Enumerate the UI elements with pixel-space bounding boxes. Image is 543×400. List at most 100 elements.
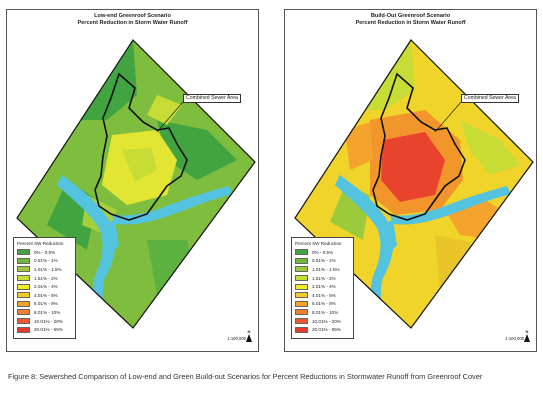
map-title-line1: Low-end Greenroof Scenario (94, 13, 171, 19)
legend-label: 10.01% - 20% (312, 318, 341, 324)
legend-item: 2.01% - 4% (17, 282, 72, 291)
north-arrow-icon: N (522, 330, 532, 342)
district-boundary (16, 39, 256, 329)
tract-zone (460, 120, 520, 175)
tract-zone (147, 95, 182, 125)
legend-label: 1.51% - 2% (34, 275, 58, 281)
legend-item: 0% - 0.5% (295, 248, 350, 257)
legend-swatch (17, 249, 30, 256)
legend-item: 1.01% - 1.5% (295, 265, 350, 274)
water-body (378, 220, 397, 260)
legend-item: 6.01% - 8% (17, 300, 72, 309)
legend-label: 1.01% - 1.5% (312, 266, 340, 272)
north-arrow-icon: N (244, 330, 254, 342)
legend-label: 1.51% - 2% (312, 275, 336, 281)
potomac-river (57, 175, 116, 328)
legend-label: 8.01% - 10% (34, 309, 61, 315)
combined-sewer-area-outline (94, 72, 188, 221)
legend-item: 2.01% - 4% (295, 282, 350, 291)
legend-item: 6.01% - 8% (295, 300, 350, 309)
legend-rows: 0% - 0.5% 0.51% - 1% 1.01% - 1.5% 1.51% … (17, 248, 72, 334)
legend-label: 0% - 0.5% (34, 249, 56, 255)
legend-title: Percent SW Reduction (295, 241, 342, 246)
legend-item: 1.51% - 2% (295, 274, 350, 283)
park-area (62, 80, 82, 120)
map-title-line1: Build-Out Greenroof Scenario (370, 13, 451, 19)
legend-label: 0.51% - 1% (34, 258, 58, 264)
legend-swatch (295, 249, 308, 256)
park-area (340, 80, 360, 120)
tract-zone (157, 120, 237, 180)
water-body (100, 220, 119, 260)
legend-item: 4.01% - 6% (17, 291, 72, 300)
potomac-river (335, 175, 394, 328)
map-title: Low-end Greenroof Scenario Percent Reduc… (7, 13, 258, 26)
combined-sewer-area-outline (372, 72, 466, 221)
map-title-line2: Percent Reduction in Storm Water Runoff (355, 19, 466, 26)
legend-item: 20.01% - 55% (17, 325, 72, 334)
legend-label: 6.01% - 8% (34, 301, 58, 307)
legend-item: 8.01% - 10% (295, 308, 350, 317)
legend-swatch (17, 292, 30, 299)
tract-zone (122, 148, 157, 182)
legend-swatch (17, 309, 30, 316)
district-boundary (294, 39, 534, 329)
legend-item: 10.01% - 20% (17, 317, 72, 326)
legend-label: 0% - 0.5% (312, 249, 334, 255)
scale-text: 1:100,000 (227, 336, 246, 341)
map-panel-low-end: Low-end Greenroof Scenario Percent Reduc… (6, 9, 259, 352)
map-title: Build-Out Greenroof Scenario Percent Red… (285, 13, 536, 26)
legend-swatch (17, 318, 30, 325)
legend-label: 4.01% - 6% (34, 292, 58, 298)
north-label: N (247, 329, 251, 334)
map-title-line2: Percent Reduction in Storm Water Runoff (77, 19, 188, 26)
legend-label: 0.51% - 1% (312, 258, 336, 264)
legend-item: 8.01% - 10% (17, 308, 72, 317)
legend-swatch (17, 300, 30, 307)
legend-swatch (295, 292, 308, 299)
legend-swatch (17, 275, 30, 282)
figure-caption: Figure 8: Sewershed Comparison of Low-en… (8, 372, 483, 381)
legend-item: 1.01% - 1.5% (17, 265, 72, 274)
legend-label: 4.01% - 6% (312, 292, 336, 298)
legend-swatch (17, 266, 30, 273)
map-legend: Percent SW Reduction 0% - 0.5% 0.51% - 1… (291, 237, 354, 339)
legend-label: 2.01% - 4% (34, 284, 58, 290)
legend-label: 20.01% - 55% (312, 327, 341, 333)
legend-swatch (295, 300, 308, 307)
legend-item: 4.01% - 6% (295, 291, 350, 300)
callout-leader (434, 101, 462, 133)
legend-swatch (17, 283, 30, 290)
legend-title: Percent SW Reduction (17, 241, 64, 246)
map-legend: Percent SW Reduction 0% - 0.5% 0.51% - 1… (13, 237, 76, 339)
legend-item: 0.51% - 1% (17, 257, 72, 266)
legend-swatch (295, 318, 308, 325)
tract-zone (345, 122, 373, 170)
legend-swatch (17, 257, 30, 264)
legend-label: 6.01% - 8% (312, 301, 336, 307)
dc-map-low-end (16, 39, 256, 329)
tract-zone (381, 132, 445, 202)
legend-label: 8.01% - 10% (312, 309, 339, 315)
north-label: N (525, 329, 529, 334)
combined-sewer-callout: Combined Sewer Area (183, 94, 241, 103)
legend-item: 1.51% - 2% (17, 274, 72, 283)
legend-label: 1.01% - 1.5% (34, 266, 62, 272)
legend-swatch (295, 326, 308, 333)
legend-item: 0% - 0.5% (17, 248, 72, 257)
callout-leader (156, 101, 184, 133)
legend-label: 10.01% - 20% (34, 318, 63, 324)
legend-label: 2.01% - 4% (312, 284, 336, 290)
legend-rows: 0% - 0.5% 0.51% - 1% 1.01% - 1.5% 1.51% … (295, 248, 350, 334)
legend-swatch (295, 257, 308, 264)
legend-item: 20.01% - 55% (295, 325, 350, 334)
legend-label: 20.01% - 55% (34, 327, 63, 333)
legend-item: 0.51% - 1% (295, 257, 350, 266)
legend-swatch (295, 283, 308, 290)
legend-item: 10.01% - 20% (295, 317, 350, 326)
legend-swatch (17, 326, 30, 333)
scale-text: 1:100,000 (505, 336, 524, 341)
map-panel-build-out: Build-Out Greenroof Scenario Percent Red… (284, 9, 537, 352)
dc-map-build-out (294, 39, 534, 329)
combined-sewer-callout: Combined Sewer Area (461, 94, 519, 103)
